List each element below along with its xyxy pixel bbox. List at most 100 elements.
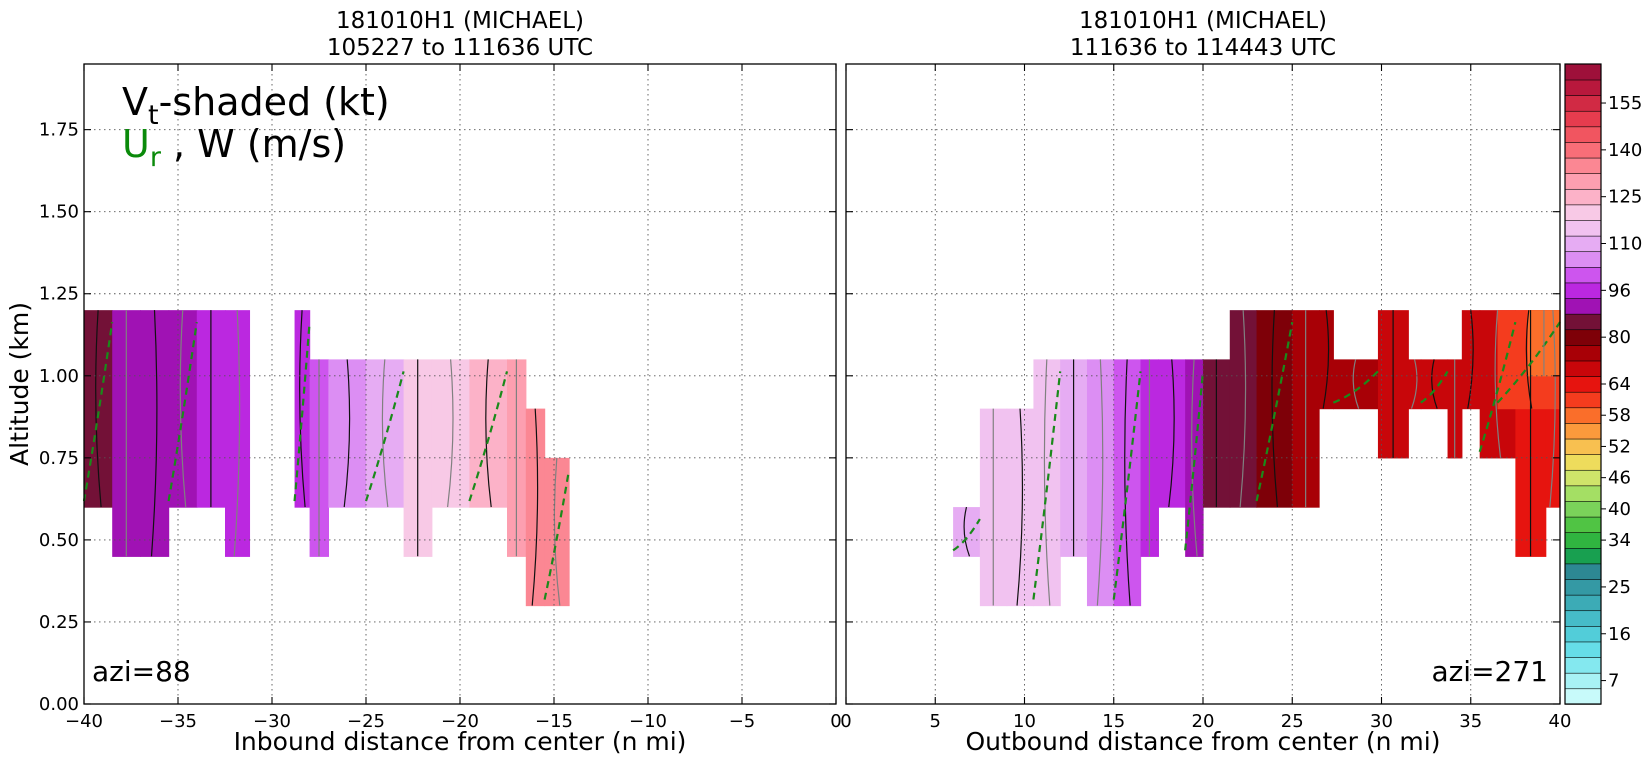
colorbar-tick-label: 140	[1608, 140, 1642, 161]
shaded-cell	[328, 359, 367, 508]
w-contour-line	[1549, 310, 1556, 508]
colorbar-swatch	[1564, 141, 1602, 159]
colorbar-swatch	[1564, 485, 1602, 502]
x-tick-label: 15	[1102, 711, 1125, 732]
x-tick-label: −35	[159, 711, 197, 732]
x-tick-label: 40	[1549, 711, 1572, 732]
ur-contour-line	[82, 321, 114, 502]
colorbar-swatch	[1564, 688, 1602, 705]
x-tick-label: 0	[840, 711, 851, 732]
x-tick-label: −20	[441, 711, 479, 732]
w-contour-line	[1239, 310, 1247, 508]
ur-contour-line	[952, 518, 981, 552]
w-contour-line	[1168, 359, 1175, 508]
ur-contour-line	[1478, 321, 1517, 453]
colorbar-swatch	[1564, 422, 1602, 440]
w-contour-line	[1431, 359, 1438, 409]
colorbar-swatch	[1564, 531, 1602, 549]
colorbar-tick-label: 52	[1608, 436, 1631, 457]
colorbar-tick-label: 25	[1608, 577, 1631, 598]
shaded-cell	[225, 310, 251, 557]
legend-vt-shaded: Vt-shaded (kt)	[122, 80, 390, 131]
w-contour-line	[1271, 310, 1278, 508]
w-contour-line	[150, 310, 158, 557]
left-y-ticks: 0.00 0.25 0.50 0.75 1.00 1.25 1.50 1.75	[39, 120, 836, 715]
colorbar-tick-label: 46	[1608, 468, 1631, 489]
x-tick-label: −25	[347, 711, 385, 732]
w-contour-line	[343, 359, 351, 508]
x-tick-label: 25	[1281, 711, 1304, 732]
colorbar-swatch	[1564, 375, 1602, 393]
right-azimuth-label: azi=271	[1431, 655, 1548, 688]
right-y-ticks	[846, 129, 1560, 705]
shaded-cell	[140, 310, 170, 557]
left-panel: 181010H1 (MICHAEL) 105227 to 111636 UTC …	[5, 8, 842, 756]
shaded-cell	[1229, 310, 1258, 508]
w-contour-line	[299, 310, 306, 508]
w-contour-line	[1352, 359, 1360, 409]
colorbar-swatch	[1564, 578, 1602, 596]
right-panel: 181010H1 (MICHAEL) 111636 to 114443 UTC …	[840, 8, 1571, 756]
right-x-axis-label: Outbound distance from center (n mi)	[966, 727, 1441, 756]
left-contour-lines	[82, 310, 571, 606]
shaded-cell	[1408, 359, 1422, 410]
shaded-cell	[1319, 310, 1334, 410]
ur-contour-line	[364, 371, 405, 502]
w-contour-line	[1096, 359, 1104, 606]
w-contour-line	[963, 506, 971, 557]
colorbar-swatch	[1564, 297, 1602, 315]
w-contour-line	[95, 310, 102, 508]
colorbar-swatch	[1564, 407, 1602, 424]
colorbar-tick-label: 7	[1608, 671, 1619, 692]
w-contour-line	[1467, 310, 1474, 409]
colorbar-swatch	[1564, 563, 1602, 580]
ur-contour-line	[1184, 371, 1205, 551]
colorbar-tick-label: 40	[1608, 499, 1631, 520]
colorbar-tick-label: 34	[1608, 530, 1631, 551]
x-tick-label: −5	[729, 711, 756, 732]
colorbar-swatch	[1564, 110, 1602, 128]
left-y-axis-label: Altitude (km)	[5, 302, 34, 466]
x-tick-label: −30	[253, 711, 291, 732]
colorbar-swatch	[1564, 251, 1602, 268]
ur-contour-line	[1332, 370, 1379, 404]
ur-contour-line	[167, 321, 198, 502]
left-azimuth-label: azi=88	[92, 655, 191, 688]
colorbar-swatch	[1564, 266, 1602, 284]
y-tick-label: 0.00	[39, 694, 79, 715]
colorbar-swatch	[1564, 126, 1602, 143]
ur-contour-line	[1112, 371, 1142, 600]
shaded-cell	[1086, 359, 1115, 607]
colorbar-swatch	[1564, 282, 1602, 299]
w-contour-line	[447, 359, 454, 508]
colorbar-tick-label: 64	[1608, 374, 1631, 395]
colorbar-swatch	[1564, 63, 1602, 81]
ur-contour-line	[1255, 321, 1294, 502]
shaded-cell	[431, 359, 470, 508]
colorbar-tick-label: 125	[1608, 187, 1642, 208]
colorbar-swatch	[1564, 329, 1602, 346]
right-shaded-field	[953, 310, 1561, 607]
left-title-line2: 105227 to 111636 UTC	[327, 35, 593, 61]
colorbar-swatch	[1564, 157, 1602, 174]
y-tick-label: 0.50	[39, 530, 79, 551]
colorbar-swatch	[1564, 94, 1602, 112]
shaded-cell	[1006, 408, 1035, 607]
colorbar-swatch	[1564, 641, 1602, 658]
colorbar-tick-label: 80	[1608, 327, 1631, 348]
w-contour-line	[1016, 408, 1024, 606]
legend-ur-w: Ur , W (m/s)	[122, 122, 346, 173]
colorbar-swatch	[1564, 672, 1602, 690]
w-contour-line	[1525, 310, 1533, 409]
x-tick-label: −40	[65, 711, 103, 732]
right-contour-lines	[952, 310, 1561, 606]
left-x-axis-label: Inbound distance from center (n mi)	[234, 727, 687, 756]
colorbar-swatch	[1564, 610, 1602, 627]
ur-contour-line	[293, 322, 311, 502]
colorbar-swatch	[1564, 453, 1602, 471]
colorbar-swatch	[1564, 625, 1602, 643]
shaded-cell	[1158, 359, 1186, 508]
w-contour-line	[553, 457, 561, 606]
w-contour-line	[1124, 359, 1131, 606]
